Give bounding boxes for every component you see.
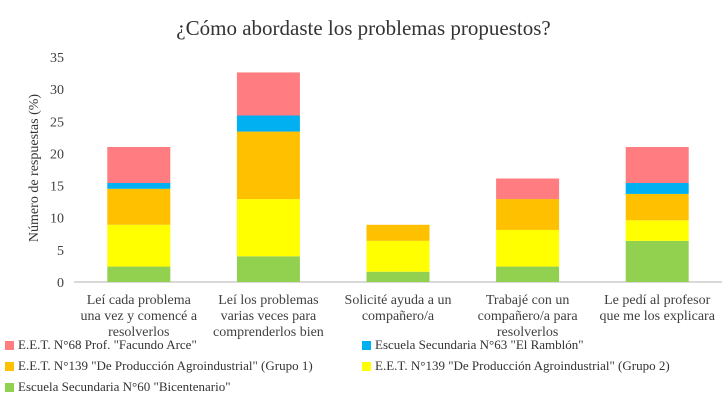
x-tick-label: Trabajé con un compañero/a para resolverlo… bbox=[478, 293, 579, 340]
bar-segment bbox=[625, 147, 689, 183]
legend-swatch bbox=[5, 382, 14, 392]
bar-segment bbox=[236, 199, 300, 257]
legend-swatch bbox=[5, 361, 14, 371]
bar-segment bbox=[107, 266, 171, 282]
x-tick-label: Solicité ayuda a un compañero/a bbox=[345, 293, 452, 324]
bar-segment bbox=[236, 72, 300, 116]
bar-segment bbox=[107, 224, 171, 267]
legend-item: Escuela Secundaria N°63 "El Ramblón" bbox=[362, 337, 584, 353]
y-tick-label: 20 bbox=[50, 147, 64, 162]
legend-label: E.E.T. N°68 Prof. "Facundo Arce" bbox=[18, 337, 197, 352]
y-tick-label: 0 bbox=[57, 276, 64, 291]
legend-swatch bbox=[362, 340, 371, 350]
bar-segment bbox=[366, 271, 430, 282]
y-tick-label: 30 bbox=[50, 83, 64, 98]
legend-item: E.E.T. N°139 "De Producción Agroindustri… bbox=[362, 358, 670, 374]
bar-segment bbox=[496, 266, 560, 282]
bar-segment bbox=[496, 178, 560, 200]
legend-item: Escuela Secundaria N°60 "Bicentenario" bbox=[5, 379, 231, 395]
bar-segment bbox=[496, 229, 560, 267]
legend-item: E.E.T. N°139 "De Producción Agroindustri… bbox=[5, 358, 313, 374]
y-tick-label: 35 bbox=[50, 51, 64, 66]
bar-segment bbox=[107, 183, 171, 189]
bar-segment bbox=[625, 193, 689, 221]
legend-item: E.E.T. N°68 Prof. "Facundo Arce" bbox=[5, 337, 197, 353]
bar-segment bbox=[625, 240, 689, 282]
bar-segment bbox=[366, 224, 430, 241]
bar-segment bbox=[107, 147, 171, 183]
bar-segment bbox=[366, 240, 430, 272]
y-tick-label: 25 bbox=[50, 115, 64, 130]
legend-label: E.E.T. N°139 "De Producción Agroindustri… bbox=[18, 358, 313, 373]
y-tick-label: 15 bbox=[50, 180, 64, 195]
bar-segment bbox=[107, 188, 171, 225]
bar-segment bbox=[625, 220, 689, 241]
bar-segment bbox=[236, 115, 300, 132]
chart-title: ¿Cómo abordaste los problemas propuestos… bbox=[176, 16, 551, 40]
bar-segment bbox=[236, 131, 300, 200]
y-tick-label: 5 bbox=[57, 244, 64, 259]
bar-segment bbox=[236, 256, 300, 282]
legend-label: Escuela Secundaria N°60 "Bicentenario" bbox=[18, 379, 231, 394]
y-tick-label: 10 bbox=[50, 212, 64, 227]
legend-swatch bbox=[362, 361, 371, 371]
x-tick-label: Leí cada problema una vez y comencé a reso… bbox=[80, 293, 197, 340]
x-tick-label: Le pedí al profesor que me los explicara bbox=[599, 293, 715, 324]
bar-segment bbox=[496, 199, 560, 230]
legend-label: E.E.T. N°139 "De Producción Agroindustri… bbox=[375, 358, 670, 373]
legend-label: Escuela Secundaria N°63 "El Ramblón" bbox=[375, 337, 584, 352]
bar-segment bbox=[625, 183, 689, 194]
legend-swatch bbox=[5, 340, 14, 350]
x-tick-label: Leí los problemas varias veces para compre… bbox=[213, 293, 324, 340]
